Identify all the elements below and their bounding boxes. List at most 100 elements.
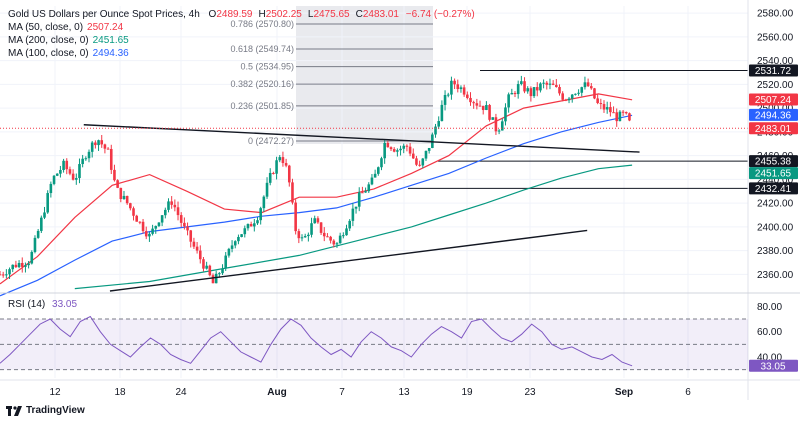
candle-body <box>570 94 574 99</box>
candle-body <box>43 212 46 218</box>
candle-body <box>497 130 501 132</box>
time-tick: 6 <box>685 387 691 398</box>
time-tick: 13 <box>398 387 410 398</box>
candle-body <box>202 259 205 269</box>
price-labels: 2531.72 2507.24 2494.36 2483.01 2455.382451.… <box>749 64 798 195</box>
candle-body <box>151 228 154 234</box>
candle-body <box>281 157 285 164</box>
price-label-bg <box>749 182 798 195</box>
trendline <box>83 124 640 153</box>
candle-body <box>408 146 412 154</box>
candle-body <box>342 235 345 237</box>
candle-body <box>370 177 374 185</box>
legend-title-row: Gold US Dollars per Ounce Spot Prices, 4… <box>8 8 475 21</box>
candle-body <box>11 264 15 270</box>
candle-body <box>599 103 603 105</box>
candle-body <box>167 201 170 210</box>
price-tick: 2580.00 <box>757 9 794 20</box>
price-label: 2455.38 <box>755 157 792 168</box>
candle-body <box>233 241 237 246</box>
candle-body <box>577 92 580 94</box>
candle-body <box>513 93 517 95</box>
candle-body <box>144 231 148 237</box>
price-tick: 2560.00 <box>757 32 794 43</box>
grid-lines <box>0 6 748 378</box>
candle-body <box>27 263 30 266</box>
candle-body <box>300 237 304 239</box>
rsi-value-bg <box>749 359 798 372</box>
candle-body <box>170 201 173 205</box>
time-tick: Sep <box>615 387 633 398</box>
candle-body <box>389 147 393 150</box>
candle-body <box>322 232 326 237</box>
candle-body <box>36 230 40 238</box>
candle-body <box>586 82 590 87</box>
candle-body <box>227 248 231 256</box>
candle-body <box>173 204 177 208</box>
candle-body <box>157 222 161 226</box>
candle-body <box>434 126 437 135</box>
candle-body <box>291 182 294 203</box>
time-tick: 12 <box>49 387 61 398</box>
candle-body <box>272 172 275 174</box>
candle-body <box>154 225 158 229</box>
candle-body <box>361 192 364 194</box>
candle-body <box>580 87 584 93</box>
candle-body <box>40 217 43 231</box>
time-tick: Aug <box>267 387 286 398</box>
rsi-legend-value: 33.05 <box>52 299 78 310</box>
fib-level-label: 0.382 (2520.16) <box>230 79 294 89</box>
candle-body <box>621 111 625 113</box>
time-tick: 23 <box>524 387 536 398</box>
candle-body <box>94 142 97 146</box>
ma200-line <box>74 164 633 290</box>
brand-name: TradingView <box>26 405 85 416</box>
candle-body <box>529 88 533 97</box>
rsi-tick: 40.00 <box>757 353 782 364</box>
price-tick: 2440.00 <box>757 175 794 186</box>
candle-body <box>475 103 479 106</box>
candle-body <box>440 104 444 122</box>
candle-body <box>90 142 94 152</box>
candle-body <box>179 215 183 223</box>
tradingview-icon <box>6 405 22 416</box>
candle-body <box>446 94 450 96</box>
tradingview-logo[interactable]: TradingView <box>6 405 85 416</box>
candle-body <box>275 160 278 174</box>
candle-body <box>8 269 11 275</box>
candle-body <box>424 150 428 159</box>
candle-body <box>520 81 523 85</box>
candle-body <box>0 274 2 276</box>
candle-body <box>466 94 469 98</box>
rsi-value-label: 33.05 <box>760 361 785 372</box>
candle-body <box>5 274 8 276</box>
candle-body <box>516 84 520 95</box>
candle-body <box>20 262 24 267</box>
ma100-line <box>0 114 633 297</box>
candle-body <box>195 246 199 251</box>
candle-body <box>52 175 56 184</box>
candle-body <box>87 151 91 159</box>
candle-body <box>183 222 186 227</box>
chart-title: Gold US Dollars per Ounce Spot Prices, 4… <box>8 9 200 20</box>
candle-body <box>427 147 431 151</box>
candle-body <box>218 273 221 275</box>
candle-body <box>135 215 138 222</box>
candle-body <box>303 236 307 238</box>
candle-body <box>68 169 72 174</box>
time-tick: 19 <box>461 387 473 398</box>
ohlc-values: O2489.59 H2502.25 L2475.65 C2483.01 <box>203 9 399 20</box>
price-tick: 2400.00 <box>757 222 794 233</box>
candle-body <box>583 82 587 88</box>
candle-body <box>462 87 466 95</box>
rsi-label: RSI (14) <box>8 299 46 310</box>
candles <box>0 75 631 284</box>
candle-body <box>351 208 355 221</box>
candle-body <box>450 80 453 95</box>
price-tick: 2420.00 <box>757 199 794 210</box>
price-tick: 2360.00 <box>757 270 794 281</box>
candle-body <box>78 164 81 179</box>
fib-level-label: 0.5 (2534.95) <box>240 62 294 72</box>
fib-level-label: 0 (2472.27) <box>248 136 294 146</box>
